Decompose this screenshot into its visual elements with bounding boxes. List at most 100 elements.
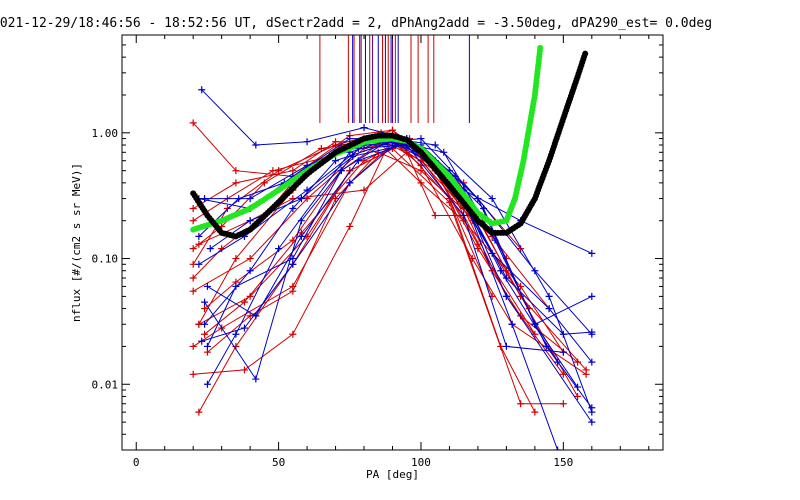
data-point-blue bbox=[354, 157, 362, 165]
data-point-blue bbox=[502, 274, 510, 282]
data-point-blue bbox=[346, 179, 354, 187]
data-point-red bbox=[531, 408, 539, 416]
data-point-blue bbox=[531, 267, 539, 275]
series-line-blue bbox=[206, 138, 593, 413]
data-point-red bbox=[389, 126, 396, 134]
data-point-blue bbox=[474, 195, 482, 203]
data-point-blue bbox=[203, 380, 211, 388]
data-point-red bbox=[517, 245, 525, 253]
data-point-blue bbox=[332, 157, 340, 165]
data-point-red bbox=[189, 342, 197, 350]
series-line-red bbox=[192, 132, 587, 375]
data-point-blue bbox=[198, 337, 206, 345]
data-point-blue bbox=[203, 342, 211, 350]
data-point-blue bbox=[502, 292, 510, 300]
data-point-blue bbox=[460, 211, 468, 219]
data-point-red bbox=[189, 245, 197, 253]
data-point-blue bbox=[232, 330, 240, 338]
data-point-blue bbox=[346, 135, 354, 143]
data-point-blue bbox=[201, 320, 209, 328]
data-point-blue bbox=[588, 418, 596, 426]
y-tick-label: 0.01 bbox=[92, 378, 119, 391]
data-point-blue bbox=[246, 195, 254, 203]
data-point-blue bbox=[289, 260, 297, 268]
data-point-blue bbox=[240, 324, 248, 332]
data-point-red bbox=[289, 330, 297, 338]
data-point-blue bbox=[588, 358, 596, 366]
series-line-blue bbox=[204, 141, 593, 363]
data-point-blue bbox=[289, 205, 297, 213]
series-line-blue bbox=[204, 144, 593, 423]
data-point-red bbox=[517, 400, 525, 408]
data-point-blue bbox=[297, 195, 305, 203]
data-point-blue bbox=[431, 141, 439, 149]
data-point-blue bbox=[232, 282, 240, 290]
data-point-blue bbox=[198, 86, 206, 94]
data-point-red bbox=[189, 217, 197, 225]
data-point-blue bbox=[337, 167, 345, 175]
data-point-blue bbox=[588, 328, 596, 336]
x-tick-label: 50 bbox=[272, 456, 285, 469]
series-line-red bbox=[204, 137, 536, 335]
data-point-blue bbox=[303, 138, 311, 146]
series-line-red bbox=[192, 138, 587, 371]
series-line-red bbox=[192, 137, 521, 347]
data-point-red bbox=[232, 167, 240, 175]
axes: 0 50 100 150 0.01 0.10 1.00 bbox=[92, 35, 663, 469]
data-point-red bbox=[189, 370, 197, 378]
data-point-blue bbox=[275, 245, 283, 253]
series-line-red bbox=[192, 141, 564, 353]
data-point-blue bbox=[545, 305, 553, 313]
series-line-red bbox=[192, 122, 578, 363]
x-tick-label: 0 bbox=[133, 456, 140, 469]
data-point-blue bbox=[206, 245, 214, 253]
data-point-blue bbox=[297, 217, 305, 225]
data-point-red bbox=[332, 195, 340, 203]
data-point-red bbox=[582, 366, 590, 374]
data-point-red bbox=[574, 392, 582, 400]
data-point-blue bbox=[246, 267, 254, 275]
data-point-blue bbox=[502, 342, 510, 350]
data-point-red bbox=[195, 240, 203, 248]
data-point-blue bbox=[440, 148, 448, 156]
data-point-blue bbox=[417, 135, 425, 143]
data-point-red bbox=[223, 205, 231, 213]
fit-dot-black bbox=[582, 50, 589, 57]
data-point-blue bbox=[252, 141, 260, 149]
data-point-blue bbox=[542, 342, 550, 350]
data-point-red bbox=[232, 179, 240, 187]
data-point-blue bbox=[559, 330, 567, 338]
series-line-blue bbox=[198, 141, 593, 325]
data-point-red bbox=[431, 211, 439, 219]
data-point-red bbox=[559, 400, 567, 408]
data-point-blue bbox=[201, 195, 209, 203]
plot-area bbox=[189, 35, 596, 450]
data-point-red bbox=[201, 305, 209, 313]
data-point-red bbox=[189, 287, 197, 295]
x-tick-label: 100 bbox=[411, 456, 431, 469]
data-point-red bbox=[189, 205, 197, 213]
data-point-blue bbox=[545, 292, 553, 300]
data-point-blue bbox=[554, 446, 562, 450]
data-point-red bbox=[240, 366, 248, 374]
data-point-red bbox=[417, 167, 425, 175]
data-point-red bbox=[289, 287, 297, 295]
data-point-blue bbox=[508, 320, 516, 328]
data-point-blue bbox=[559, 348, 567, 356]
data-point-blue bbox=[491, 236, 499, 244]
data-point-blue bbox=[201, 298, 209, 306]
data-point-red bbox=[246, 255, 254, 263]
data-point-red bbox=[346, 222, 354, 230]
data-point-blue bbox=[360, 124, 368, 132]
data-point-red bbox=[246, 292, 254, 300]
data-point-blue bbox=[195, 232, 203, 240]
y-tick-label: 1.00 bbox=[92, 127, 119, 140]
data-point-blue bbox=[588, 404, 596, 412]
y-tick-label: 0.10 bbox=[92, 253, 119, 266]
plot-content bbox=[189, 35, 596, 450]
x-axis-label: PA [deg] bbox=[366, 468, 419, 481]
data-point-blue bbox=[246, 217, 254, 225]
series-line-red bbox=[198, 135, 536, 413]
data-point-red bbox=[232, 255, 240, 263]
